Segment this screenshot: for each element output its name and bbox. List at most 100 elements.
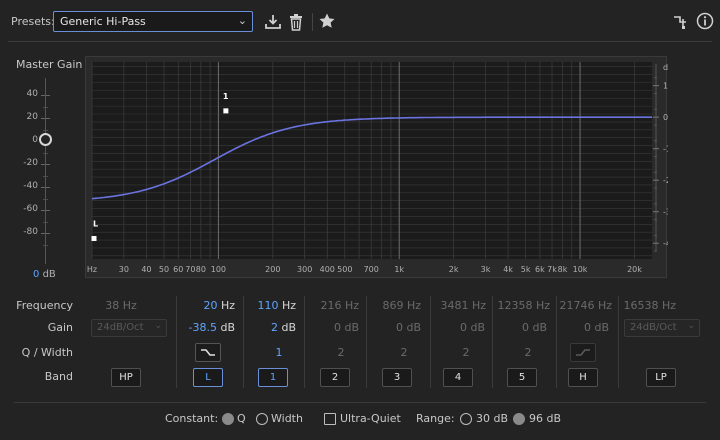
band-toggle-h[interactable]: H [568,368,598,387]
range-96db-radio[interactable] [513,413,525,425]
x-tick-label: 70 [185,265,195,274]
band5-frequency[interactable]: 12358 Hz [497,299,550,312]
band1-frequency-unit: Hz [281,299,296,312]
x-tick-label: 4k [503,265,513,274]
x-tick-label: 300 [297,265,312,274]
ultra-quiet-checkbox[interactable] [324,413,336,425]
x-tick-label: 7k [547,265,557,274]
band-toggle-2[interactable]: 2 [320,368,350,387]
h-gain[interactable]: 0 dB [583,321,609,334]
l-frequency[interactable]: 20 Hz [185,299,235,312]
l-shelf-shape-button[interactable] [195,343,221,362]
preset-dropdown[interactable]: Generic Hi-Pass ⌄ [53,11,253,32]
master-gain-slider-knob[interactable] [39,133,52,146]
lp-slope-select[interactable]: 24dB/Oct ⌄ [624,319,700,337]
range-30db-radio[interactable] [460,413,472,425]
band5-q[interactable]: 2 [524,346,532,359]
db-tick-label: -10 [663,145,668,154]
save-preset-icon[interactable] [264,13,282,31]
master-gain-number: 0 [33,269,40,280]
master-gain-value[interactable]: 0 dB [33,269,56,280]
column-divider [556,296,557,388]
eq-graph-panel[interactable]: Hz 30 40 50 60 70 80 100 200 300 400 500 700 1k 2k 3k 4k… [85,56,668,279]
band4-frequency[interactable]: 3481 Hz [440,299,486,312]
l-gain-unit: dB [220,321,235,334]
chevron-down-icon: ⌄ [687,321,695,331]
range-96db-label[interactable]: 96 dB [529,412,562,425]
master-gain-label: Master Gain [16,58,83,71]
band5-gain[interactable]: 0 dB [521,321,547,334]
ultra-quiet-label[interactable]: Ultra-Quiet [340,412,401,425]
band-toggle-hp[interactable]: HP [111,368,141,387]
delete-preset-icon[interactable] [287,13,305,31]
range-30db-label[interactable]: 30 dB [476,412,509,425]
band1-gain-number: 2 [270,321,278,334]
column-divider [243,296,244,388]
band3-q[interactable]: 2 [400,346,408,359]
band1-q[interactable]: 1 [275,346,283,359]
band-toggle-4[interactable]: 4 [443,368,473,387]
plot-area [92,62,652,259]
x-tick-label: Hz [87,265,97,274]
column-divider [176,296,177,388]
x-tick-label: 100 [211,265,226,274]
x-tick-label: 40 [141,265,151,274]
db-unit-label: dB [663,63,668,72]
x-tick-label: 2k [449,265,459,274]
column-divider [366,296,367,388]
band1-frequency[interactable]: 110 Hz [248,299,296,312]
lp-frequency[interactable]: 16538 Hz [623,299,676,312]
constant-q-label[interactable]: Q [237,412,246,425]
band1-gain[interactable]: 2 dB [246,321,296,334]
band3-gain[interactable]: 0 dB [395,321,421,334]
preset-dropdown-value: Generic Hi-Pass [60,15,146,28]
band4-gain[interactable]: 0 dB [459,321,485,334]
band-handle-label: 1 [223,92,229,101]
eq-frequency-graph[interactable]: Hz 30 40 50 60 70 80 100 200 300 400 500 700 1k 2k 3k 4k… [86,57,668,279]
hp-slope-select[interactable]: 24dB/Oct ⌄ [91,319,167,337]
constant-width-label[interactable]: Width [271,412,303,425]
bottom-separator [14,402,706,403]
column-divider [492,296,493,388]
band2-frequency[interactable]: 216 Hz [320,299,359,312]
band-toggle-5[interactable]: 5 [507,368,537,387]
master-gain-tick-label: 40 [26,89,38,99]
frequency-row-label: Frequency [16,299,73,312]
high-shelf-icon [576,349,590,356]
band-toggle-1[interactable]: 1 [258,368,288,387]
l-gain[interactable]: -38.5 dB [185,321,236,334]
x-tick-label: 10k [573,265,588,274]
lp-slope-value: 24dB/Oct [630,322,677,333]
master-gain-tick-label: 0 [32,135,38,145]
h-frequency[interactable]: 21746 Hz [559,299,612,312]
master-gain-tick-label: -40 [23,181,38,191]
constant-q-radio[interactable] [222,413,234,425]
routing-icon[interactable] [672,13,690,31]
master-gain-track[interactable] [45,78,46,264]
band-toggle-lp[interactable]: LP [646,368,676,387]
db-tick-label: 0 [663,113,668,122]
band-toggle-l[interactable]: L [193,368,223,387]
x-tick-label: 50 [159,265,169,274]
band1-frequency-number: 110 [257,299,279,312]
x-tick-label: 20k [627,265,642,274]
x-tick-label: 700 [364,265,379,274]
band-toggle-3[interactable]: 3 [382,368,412,387]
band2-gain[interactable]: 0 dB [333,321,359,334]
x-tick-label: 500 [337,265,352,274]
band2-q[interactable]: 2 [337,346,345,359]
h-shelf-shape-button[interactable] [570,343,596,362]
x-tick-label: 60 [173,265,183,274]
master-gain-tick-label: -80 [23,227,38,237]
eq-response-curve [91,116,652,200]
hp-frequency[interactable]: 38 Hz [96,299,146,312]
constant-width-radio[interactable] [256,413,268,425]
column-divider [618,296,619,388]
band-handle-1[interactable] [223,108,229,114]
favorite-star-icon[interactable] [318,12,336,30]
info-icon[interactable] [696,12,714,30]
band4-q[interactable]: 2 [462,346,470,359]
master-gain-tick-label: -60 [23,204,38,214]
band-handle-l[interactable] [91,236,97,242]
band3-frequency[interactable]: 869 Hz [382,299,421,312]
